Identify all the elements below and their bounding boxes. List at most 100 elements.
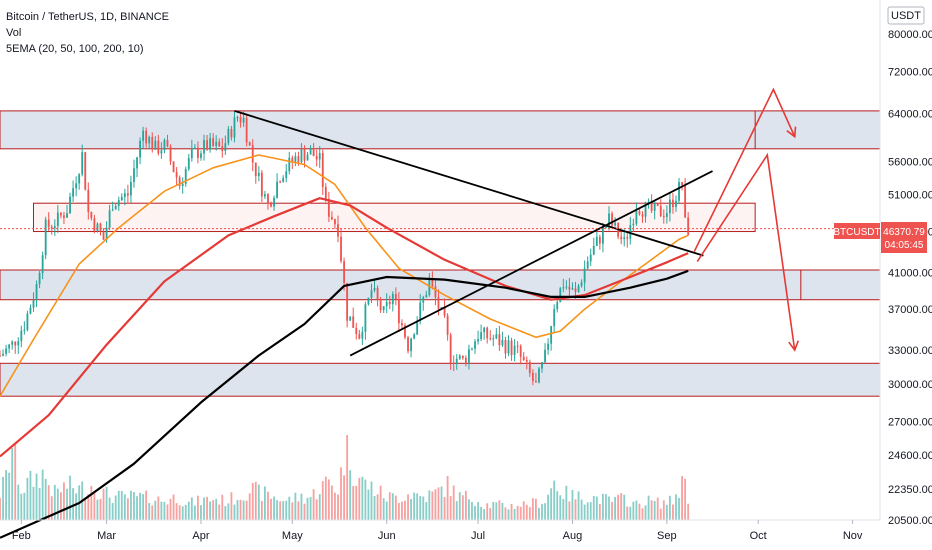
- volume-bar: [489, 507, 492, 520]
- candle-body: [5, 348, 8, 354]
- y-tick-label: 20500.00: [888, 515, 932, 527]
- volume-bar: [315, 499, 318, 520]
- candle-body: [163, 139, 166, 151]
- candle-body: [611, 213, 613, 226]
- volume-bar: [23, 492, 26, 520]
- volume-bar: [126, 498, 129, 520]
- candle-body: [367, 297, 370, 305]
- volume-bar: [102, 488, 105, 520]
- candle-body: [236, 117, 239, 119]
- volume-bar: [675, 494, 677, 520]
- candle-body: [197, 147, 199, 158]
- candle-body: [404, 325, 406, 338]
- volume-bar: [193, 505, 196, 520]
- candle-body: [382, 306, 385, 311]
- candle-body: [349, 316, 352, 321]
- y-tick-label: 72000.00: [888, 67, 932, 79]
- volume-bar: [11, 447, 14, 520]
- volume-bar: [56, 488, 59, 520]
- candle-body: [452, 362, 455, 364]
- candle-body: [285, 171, 288, 179]
- candle-body: [528, 361, 531, 373]
- candle-body: [595, 236, 598, 246]
- volume-bar: [96, 499, 99, 520]
- candle-body: [90, 211, 93, 219]
- volume-bar: [270, 498, 272, 520]
- candle-body: [66, 213, 68, 218]
- volume-bar: [425, 502, 428, 520]
- volume-bar: [233, 504, 236, 520]
- volume-bar: [44, 478, 47, 520]
- candle-body: [78, 174, 81, 184]
- candle-body: [294, 156, 297, 163]
- volume-bar: [665, 504, 668, 520]
- volume-bar: [525, 504, 528, 520]
- volume-bar: [687, 503, 690, 520]
- candle-body: [394, 293, 397, 300]
- candle-body: [306, 154, 309, 161]
- volume-bar: [239, 499, 242, 520]
- volume-bar: [385, 501, 388, 520]
- volume-bar: [145, 490, 148, 520]
- volume-bar: [2, 476, 4, 520]
- volume-bar: [215, 498, 218, 520]
- volume-bar: [32, 486, 35, 520]
- candle-body: [477, 339, 479, 342]
- candle-body: [117, 200, 120, 206]
- ema-line: [0, 154, 689, 397]
- y-tick-label: 33000.00: [888, 345, 932, 357]
- candle-body: [257, 172, 260, 177]
- ema-line: [0, 197, 689, 458]
- candle-body: [184, 169, 187, 184]
- candle-body: [154, 140, 157, 150]
- candle-body: [678, 182, 680, 201]
- candle-body: [35, 284, 38, 301]
- volume-bar: [458, 492, 461, 520]
- candle-body: [206, 140, 208, 150]
- candle-body: [565, 286, 568, 288]
- candle-body: [598, 236, 601, 244]
- candle-body: [373, 288, 376, 291]
- volume-bar: [617, 494, 620, 520]
- candle-body: [443, 307, 446, 316]
- volume-bar: [47, 485, 50, 520]
- volume-bar: [75, 493, 78, 520]
- candle-body: [2, 353, 4, 356]
- volume-bar: [254, 481, 257, 520]
- volume-bar: [203, 497, 205, 520]
- volume-bar: [443, 497, 446, 520]
- volume-layer: [0, 435, 690, 520]
- candle-body: [75, 183, 78, 189]
- candle-body: [218, 141, 221, 147]
- projection-arrow: [693, 87, 796, 252]
- legend-ema: 5EMA (20, 50, 100, 200, 10): [6, 43, 144, 55]
- candle-body: [486, 327, 489, 339]
- volume-bar: [276, 500, 279, 520]
- candle-body: [93, 218, 96, 232]
- candle-body: [14, 341, 17, 346]
- volume-bar: [547, 494, 550, 520]
- candle-body: [53, 226, 56, 229]
- volume-bar: [401, 501, 403, 520]
- volume-bar: [605, 494, 607, 520]
- volume-bar: [267, 491, 269, 520]
- candle-body: [340, 236, 342, 262]
- volume-bar: [653, 501, 656, 520]
- candle-body: [464, 358, 467, 363]
- volume-bar: [327, 479, 330, 520]
- candle-body: [50, 226, 53, 229]
- volume-bar: [598, 504, 601, 520]
- candle-body: [291, 157, 294, 163]
- candle-body: [434, 286, 437, 298]
- candle-body: [123, 193, 126, 198]
- volume-bar: [69, 475, 71, 520]
- volume-bar: [672, 504, 674, 520]
- volume-bar: [364, 479, 367, 520]
- volume-bar: [678, 497, 680, 520]
- candle-body: [516, 345, 519, 347]
- candle-body: [215, 141, 218, 146]
- candle-body: [489, 338, 492, 340]
- candle-body: [577, 285, 580, 292]
- volume-bar: [394, 495, 397, 520]
